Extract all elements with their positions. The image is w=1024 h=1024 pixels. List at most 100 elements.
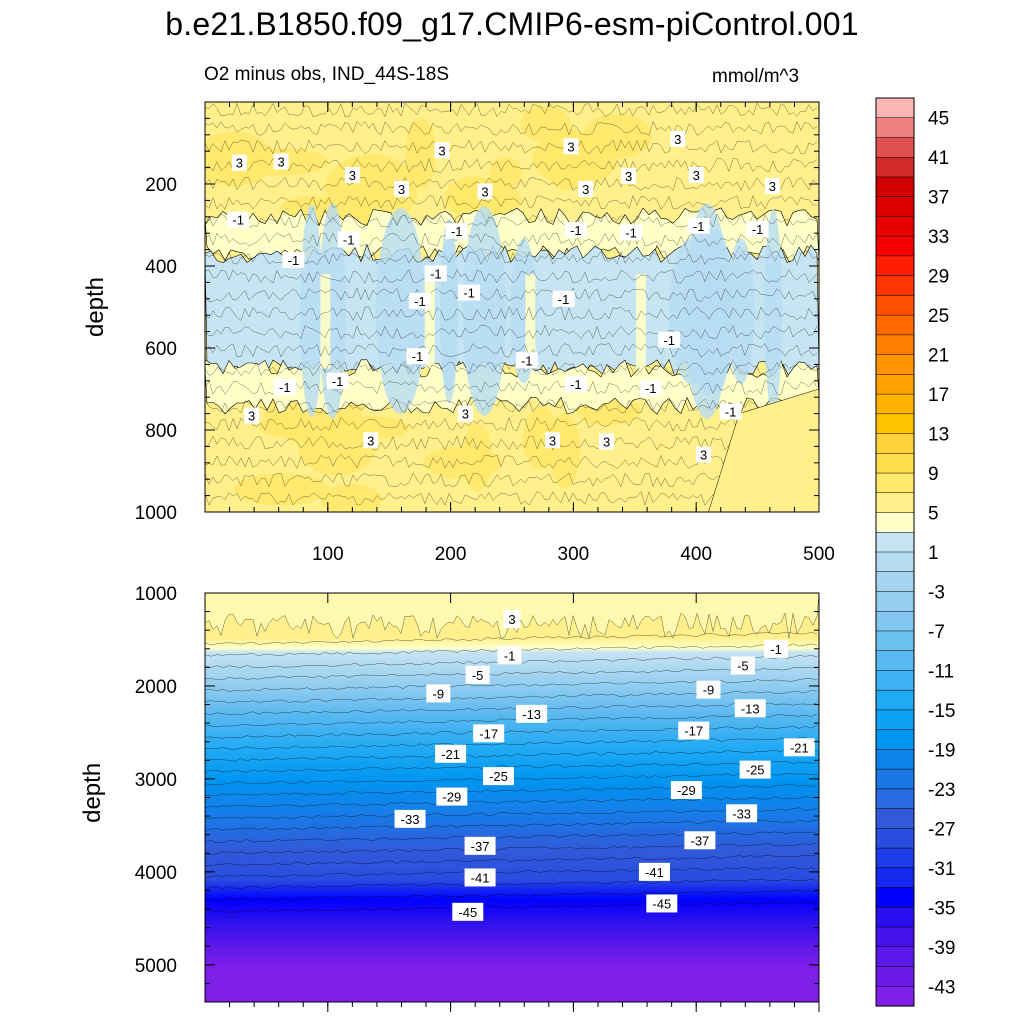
- colorbar-label: -15: [928, 701, 955, 722]
- contour-label-bg: [599, 433, 615, 450]
- contour-label: 3: [578, 180, 594, 197]
- contour-line: [205, 631, 818, 646]
- contour-label-bg: [231, 154, 247, 171]
- contour-label-text: 3: [582, 182, 589, 197]
- contour-line: [205, 819, 818, 832]
- contour-label-bg: [687, 217, 710, 234]
- contour-label-text: -25: [746, 763, 765, 778]
- colorbar-label: -7: [928, 622, 945, 643]
- contour-line: [205, 435, 818, 451]
- colorbar-box: [875, 828, 915, 849]
- contour-label-bg: [436, 787, 468, 806]
- contour-label-text: 3: [367, 433, 374, 448]
- contour-label-bg: [620, 224, 643, 241]
- contour-label-bg: [244, 407, 260, 424]
- colorbar-box: [875, 532, 915, 553]
- colorbar-label: -27: [928, 819, 955, 840]
- contour-label: 3: [344, 166, 360, 183]
- colorbar-box: [875, 887, 915, 908]
- contour-label-text: -1: [693, 219, 705, 234]
- contour-label-bg: [563, 138, 579, 155]
- contour-label: -1: [497, 646, 522, 665]
- colorbar-box: [875, 709, 915, 731]
- contour-label: 3: [563, 138, 579, 155]
- contour-label: -45: [646, 894, 678, 913]
- contour-line: [205, 472, 818, 488]
- colorbar-box: [875, 275, 915, 296]
- contour-line: [205, 795, 818, 808]
- contour-label-bg: [464, 836, 496, 855]
- blue-patch: [696, 236, 723, 386]
- contour-label-text: -1: [414, 294, 426, 309]
- colorbar-box: [875, 97, 915, 119]
- colorbar-box: [875, 453, 915, 474]
- contour-label: -13: [734, 699, 766, 718]
- contour-label-bg: [435, 744, 467, 763]
- yellow-patch: [297, 415, 377, 476]
- contour-label-text: -1: [770, 642, 782, 657]
- contour-label-bg: [739, 760, 771, 779]
- contour-label-bg: [497, 646, 522, 665]
- contour-line: [205, 120, 818, 136]
- colorbar-label: -19: [928, 740, 955, 761]
- contour-label: 3: [670, 130, 686, 147]
- contour-label: -1: [424, 265, 447, 282]
- contour-label: 3: [503, 610, 521, 629]
- contour-label: -9: [696, 680, 721, 699]
- contour-label: -1: [552, 290, 575, 307]
- colorbar-box: [875, 907, 915, 928]
- contour-label-text: -5: [472, 668, 484, 683]
- colorbar-box: [875, 216, 915, 237]
- contour-label-text: 3: [398, 182, 405, 197]
- y-tick-label: 3000: [135, 770, 177, 791]
- contour-label-text: -1: [232, 213, 244, 228]
- contour-label-bg: [783, 738, 815, 757]
- contour-label-text: 3: [349, 168, 356, 183]
- contour-label: -1: [764, 639, 789, 658]
- contour-label-text: -41: [471, 870, 490, 885]
- contour-line: [205, 666, 818, 681]
- contour-label-bg: [670, 130, 686, 147]
- contour-label: -17: [473, 724, 505, 743]
- contour-label-text: 3: [625, 169, 632, 184]
- colorbar-box: [875, 729, 915, 750]
- contour-label-text: -37: [471, 839, 490, 854]
- chart-subtitle: O2 minus obs, IND_44S-18S: [204, 64, 450, 85]
- colorbar-box: [875, 749, 915, 770]
- contour-line: [205, 343, 818, 358]
- x-tick-label: 400: [680, 544, 712, 565]
- contour-line: [205, 454, 818, 470]
- contour-label-bg: [646, 894, 678, 913]
- contour-label-text: -1: [663, 333, 675, 348]
- contour-label-text: -1: [570, 377, 582, 392]
- contour-label-text: -17: [479, 726, 498, 741]
- colorbar-label: 1: [928, 543, 939, 564]
- contour-label-text: 3: [248, 409, 255, 424]
- contour-label: -45: [452, 902, 484, 921]
- contour-label-bg: [516, 704, 548, 723]
- contour-label: -1: [564, 221, 587, 238]
- contour-label-bg: [394, 809, 426, 828]
- contour-label-text: -9: [703, 683, 715, 698]
- contour-label-bg: [434, 142, 450, 159]
- contour-line: [205, 807, 818, 820]
- y-tick-label: 800: [145, 421, 177, 442]
- contour-line: [205, 901, 818, 913]
- contour-label: -1: [564, 376, 587, 393]
- contour-line: [205, 416, 818, 432]
- x-tick-label: 500: [803, 544, 835, 565]
- colorbar-box: [875, 610, 915, 632]
- colorbar-label: -43: [928, 977, 955, 998]
- contour-label: -1: [658, 331, 681, 348]
- contour-line: [205, 889, 818, 902]
- contour-label-text: -33: [732, 806, 751, 821]
- y-tick-label: 400: [145, 257, 177, 278]
- contour-label-text: 3: [674, 132, 681, 147]
- colorbar-box: [875, 788, 915, 810]
- colorbar-box: [875, 176, 915, 198]
- colorbar-label: 13: [928, 425, 949, 446]
- contour-line: [205, 250, 818, 266]
- contour-label-bg: [638, 862, 670, 881]
- contour-line: [205, 854, 818, 867]
